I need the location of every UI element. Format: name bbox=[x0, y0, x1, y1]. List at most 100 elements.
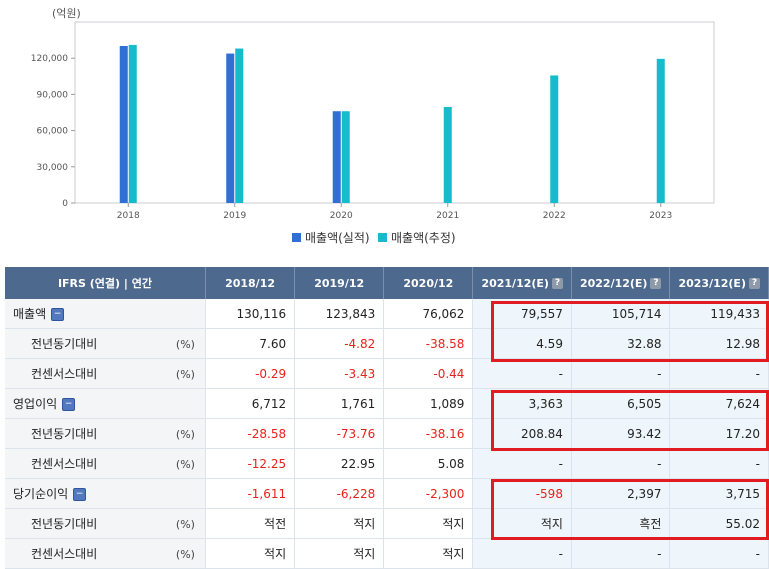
table-cell: 적지 bbox=[472, 508, 572, 539]
bar-estimate-2021[interactable] bbox=[443, 107, 452, 203]
minus-toggle-icon[interactable]: − bbox=[73, 488, 87, 501]
bar-estimate-2018[interactable] bbox=[128, 44, 137, 203]
table-cell: -28.58 bbox=[205, 418, 296, 449]
bar-actual-2018[interactable] bbox=[119, 45, 128, 203]
financial-table: IFRS (연결) | 연간 2018/12 2019/12 2020/12 2… bbox=[5, 267, 769, 569]
table-cell: -38.16 bbox=[383, 418, 474, 449]
table-cell: 7,624 bbox=[669, 388, 769, 419]
x-tick-label: 2021 bbox=[436, 211, 459, 221]
row-unit: (%) bbox=[175, 458, 195, 471]
x-tick-label: 2019 bbox=[223, 211, 246, 221]
legend-swatch-estimate bbox=[378, 233, 387, 242]
table-cell: -1,611 bbox=[205, 478, 296, 509]
row-label: 컨센서스대비 (%) bbox=[5, 538, 206, 569]
bar-estimate-2020[interactable] bbox=[341, 111, 350, 203]
row-label-text: 영업이익 bbox=[13, 397, 58, 411]
table-cell: 105,714 bbox=[571, 299, 671, 329]
row-label-text: 컨센서스대비 bbox=[31, 367, 98, 381]
header-2019: 2019/12 bbox=[294, 267, 385, 299]
table-cell: 55.02 bbox=[669, 508, 769, 539]
row-label: 컨센서스대비 (%) bbox=[5, 358, 206, 389]
minus-toggle-icon[interactable]: − bbox=[51, 308, 65, 321]
table-row: 컨센서스대비 (%) -0.29 -3.43 -0.44- - - bbox=[5, 358, 769, 389]
table-cell: 2,397 bbox=[571, 478, 671, 509]
table-cell: 적지 bbox=[294, 538, 385, 569]
bar-actual-2019[interactable] bbox=[226, 53, 235, 204]
table-cell: - bbox=[669, 448, 769, 479]
header-2021e: 2021/12(E)? bbox=[472, 267, 572, 299]
table-cell: 적지 bbox=[383, 538, 474, 569]
table-row: 매출액 −130,116 123,843 76,062 79,557 105,714 119… bbox=[5, 299, 769, 329]
x-tick-label: 2022 bbox=[543, 211, 566, 221]
table-cell: 적전 bbox=[205, 508, 296, 539]
table-cell: 1,761 bbox=[294, 388, 385, 419]
table-cell: -0.44 bbox=[383, 358, 474, 389]
table-cell: -3.43 bbox=[294, 358, 385, 389]
row-label-text: 당기순이익 bbox=[13, 487, 69, 501]
bar-estimate-2022[interactable] bbox=[550, 75, 559, 203]
table-cell: 1,089 bbox=[383, 388, 474, 419]
row-unit: (%) bbox=[175, 368, 195, 381]
row-label[interactable]: 당기순이익 − bbox=[5, 478, 206, 509]
table-cell: -38.58 bbox=[383, 328, 474, 359]
x-tick-label: 2023 bbox=[649, 211, 672, 221]
revenue-chart: (억원) 0 30,000 60,000 90,000 120,000 2018 2019… bbox=[31, 7, 715, 245]
table-cell: 6,712 bbox=[205, 388, 296, 419]
x-tick-label: 2018 bbox=[117, 211, 140, 221]
question-mark-icon[interactable]: ? bbox=[748, 278, 760, 289]
row-label: 컨센서스대비 (%) bbox=[5, 448, 206, 479]
table-cell: 22.95 bbox=[294, 448, 385, 479]
header-2023e: 2023/12(E)? bbox=[669, 267, 769, 299]
question-mark-icon[interactable]: ? bbox=[650, 278, 662, 289]
table-row: 영업이익 −6,712 1,761 1,089 3,363 6,505 7,624 bbox=[5, 388, 769, 419]
table-cell: 119,433 bbox=[669, 299, 769, 329]
table-cell: 208.84 bbox=[472, 418, 572, 449]
table-row: 당기순이익 − -1,611 -6,228 -2,300 -598 2,397 3,715 bbox=[5, 478, 769, 509]
row-label-text: 전년동기대비 bbox=[31, 517, 98, 531]
legend-swatch-actual bbox=[292, 233, 301, 242]
table-cell: 93.42 bbox=[571, 418, 671, 449]
table-cell: 4.59 bbox=[472, 328, 572, 359]
y-tick-label: 30,000 bbox=[37, 163, 69, 173]
minus-toggle-icon[interactable]: − bbox=[62, 398, 76, 411]
table-cell: -6,228 bbox=[294, 478, 385, 509]
row-label-text: 컨센서스대비 bbox=[31, 547, 98, 561]
row-unit: (%) bbox=[175, 518, 195, 531]
y-tick-label: 60,000 bbox=[37, 127, 69, 137]
table-cell: 3,363 bbox=[472, 388, 572, 419]
table-cell: 76,062 bbox=[383, 299, 474, 329]
row-label[interactable]: 매출액 − bbox=[5, 299, 206, 329]
row-label: 전년동기대비 (%) bbox=[5, 508, 206, 539]
y-tick-label: 90,000 bbox=[37, 90, 69, 100]
table-cell: 17.20 bbox=[669, 418, 769, 449]
bar-estimate-2023[interactable] bbox=[656, 58, 665, 203]
table-cell: 적지 bbox=[383, 508, 474, 539]
table-cell: 79,557 bbox=[472, 299, 572, 329]
table-cell: - bbox=[472, 538, 572, 569]
table-cell: -73.76 bbox=[294, 418, 385, 449]
table-row: 컨센서스대비 (%) 적지 적지 적지 - - - bbox=[5, 538, 769, 569]
header-2020: 2020/12 bbox=[383, 267, 474, 299]
table-cell: 12.98 bbox=[669, 328, 769, 359]
bar-estimate-2019[interactable] bbox=[235, 48, 244, 204]
table-row: 전년동기대비 (%) -28.58 -73.76 -38.16 208.84 93.42 17… bbox=[5, 418, 769, 449]
header-2018: 2018/12 bbox=[205, 267, 296, 299]
table-cell: 130,116 bbox=[205, 299, 296, 329]
row-unit: (%) bbox=[175, 548, 195, 561]
bar-actual-2020[interactable] bbox=[332, 111, 341, 203]
table-cell: - bbox=[571, 358, 671, 389]
header-2022e: 2022/12(E)? bbox=[571, 267, 671, 299]
table-cell: - bbox=[571, 538, 671, 569]
table-cell: 123,843 bbox=[294, 299, 385, 329]
table-cell: -2,300 bbox=[383, 478, 474, 509]
x-tick-label: 2020 bbox=[330, 211, 353, 221]
header-basis: IFRS (연결) | 연간 bbox=[5, 267, 206, 299]
row-label[interactable]: 영업이익 − bbox=[5, 388, 206, 419]
table-cell: - bbox=[669, 358, 769, 389]
table-row: 컨센서스대비 (%) -12.25 22.95 5.08- - - bbox=[5, 448, 769, 479]
table-cell: -12.25 bbox=[205, 448, 296, 479]
table-cell: 7.60 bbox=[205, 328, 296, 359]
question-mark-icon[interactable]: ? bbox=[551, 278, 563, 289]
table-cell: 흑전 bbox=[571, 508, 671, 539]
y-tick-label: 0 bbox=[62, 199, 68, 209]
